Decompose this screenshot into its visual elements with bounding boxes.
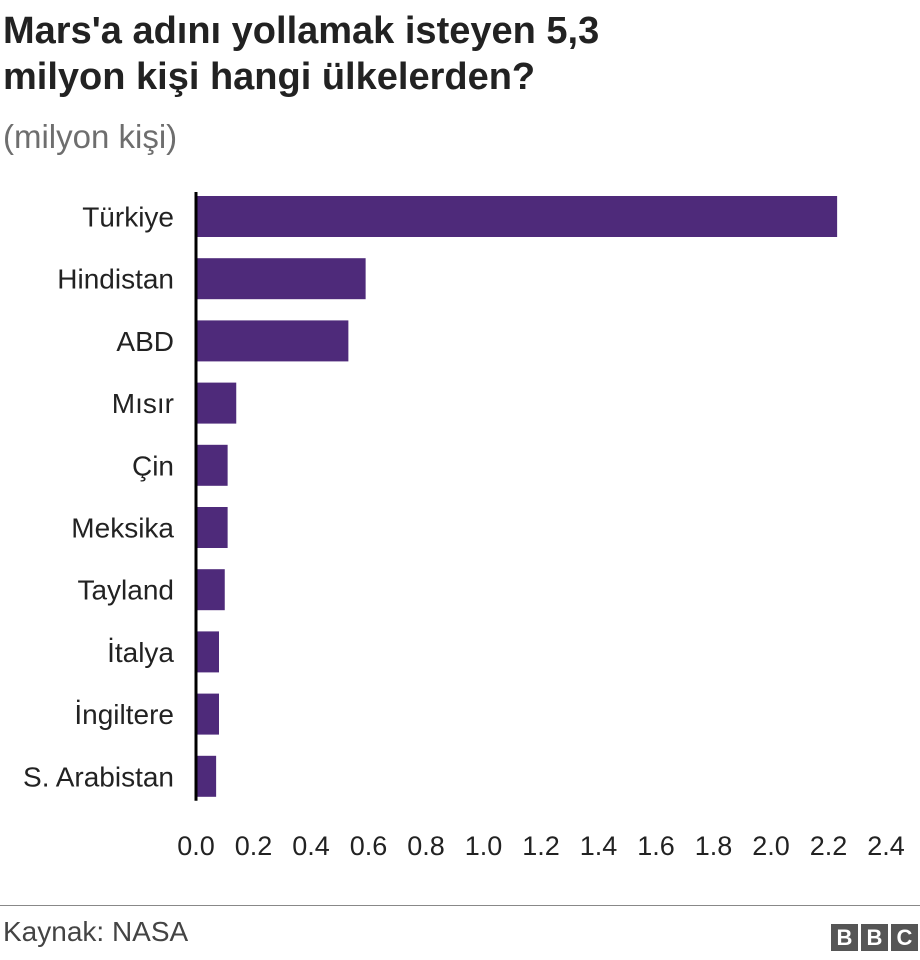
category-label: S. Arabistan — [23, 761, 174, 792]
bar — [196, 258, 366, 300]
bar — [196, 444, 228, 486]
bar — [196, 382, 237, 424]
category-label: İngiltere — [74, 699, 174, 730]
category-label: Türkiye — [82, 202, 174, 233]
category-label: Çin — [132, 450, 174, 481]
x-tick-label: 2.2 — [810, 831, 848, 861]
bar — [196, 693, 219, 735]
category-label: Meksika — [71, 513, 174, 544]
category-label: Hindistan — [57, 264, 174, 295]
bar — [196, 196, 838, 237]
bar — [196, 631, 219, 673]
source-text: Kaynak: NASA — [3, 916, 189, 947]
x-tick-label: 1.8 — [695, 831, 733, 861]
category-label: Mısır — [112, 388, 174, 419]
bbc-logo: B B C — [831, 924, 918, 951]
x-tick-label: 0.4 — [292, 831, 330, 861]
bar — [196, 755, 217, 797]
category-label: Tayland — [77, 575, 174, 606]
chart-title-line-2: milyon kişi hangi ülkelerden? — [3, 56, 536, 99]
x-tick-label: 0.2 — [235, 831, 273, 861]
x-tick-label: 0.6 — [350, 831, 388, 861]
bbc-logo-letter-1: B — [831, 924, 858, 951]
x-tick-label: 2.4 — [867, 831, 905, 861]
x-tick-label: 0.0 — [177, 831, 215, 861]
bar-chart: Türkiye Hindistan ABD Mısır Çin Meksika Taylan… — [23, 192, 905, 861]
bar — [196, 320, 349, 362]
bbc-logo-letter-3: C — [891, 924, 918, 951]
x-tick-label: 1.2 — [522, 831, 560, 861]
bbc-logo-letter-2: B — [861, 924, 888, 951]
x-tick-label: 1.4 — [580, 831, 618, 861]
x-tick-label: 1.0 — [465, 831, 503, 861]
chart-title: Mars'a adını yollamak isteyen 5,3 milyon… — [3, 8, 903, 101]
footer-divider — [0, 905, 920, 906]
category-label: ABD — [116, 326, 174, 357]
chart-title-line-1: Mars'a adını yollamak isteyen 5,3 — [3, 10, 600, 52]
bar — [196, 569, 225, 611]
bar — [196, 507, 228, 548]
x-tick-label: 0.8 — [407, 831, 445, 861]
x-tick-label: 2.0 — [752, 831, 790, 861]
x-tick-label: 1.6 — [637, 831, 675, 861]
category-label: İtalya — [107, 637, 174, 668]
chart-subtitle: (milyon kişi) — [3, 118, 178, 155]
